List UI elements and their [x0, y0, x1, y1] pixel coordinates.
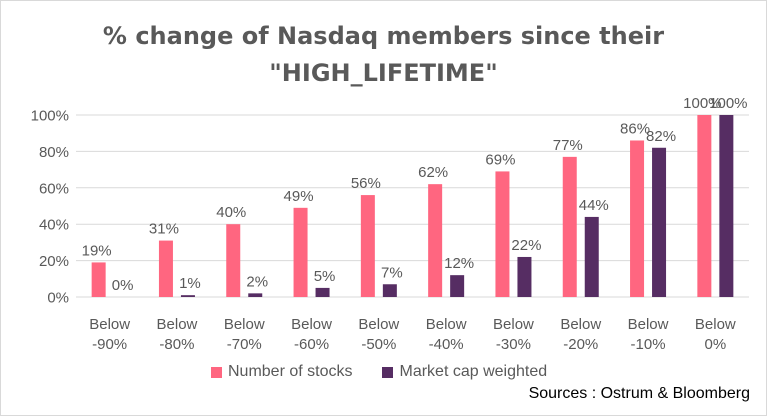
data-label: 31%: [149, 221, 179, 238]
x-tick-label: Below: [560, 316, 601, 333]
x-tick-label: -40%: [429, 336, 464, 353]
chart-subtitle: "HIGH_LIFETIME": [269, 59, 498, 87]
bar-number-of-stocks: [562, 156, 577, 297]
data-label: 82%: [646, 128, 676, 145]
x-tick-label: Below: [89, 316, 130, 333]
data-label: 1%: [179, 275, 201, 292]
data-label: 5%: [314, 268, 336, 285]
legend-label-market-cap-weighted: Market cap weighted: [399, 363, 548, 380]
x-tick-label: Below: [358, 316, 399, 333]
x-tick-label: Below: [426, 316, 467, 333]
bar-market-cap-weighted: [248, 293, 263, 297]
data-label: 22%: [511, 237, 541, 254]
bar-market-cap-weighted: [584, 216, 599, 297]
x-tick-label: Below: [224, 316, 265, 333]
data-label: 62%: [418, 164, 448, 181]
data-label: 0%: [112, 277, 134, 294]
x-tick-label: -50%: [361, 336, 396, 353]
bar-market-cap-weighted: [382, 284, 397, 297]
x-tick-label: -80%: [159, 336, 194, 353]
legend-item-market-cap-weighted: Market cap weighted: [382, 363, 547, 381]
data-label: 44%: [579, 197, 609, 214]
x-tick-label: -70%: [227, 336, 262, 353]
bar-number-of-stocks: [91, 262, 106, 297]
bar-number-of-stocks: [428, 184, 443, 297]
data-label: 77%: [553, 137, 583, 154]
data-label: 19%: [82, 242, 112, 259]
data-label: 2%: [246, 273, 268, 290]
data-label: 7%: [381, 264, 403, 281]
x-tick-label: Below: [695, 316, 736, 333]
x-tick-label: -10%: [631, 336, 666, 353]
y-tick-label: 60%: [39, 180, 69, 197]
x-tick-label: -60%: [294, 336, 329, 353]
bar-number-of-stocks: [293, 207, 308, 297]
chart-legend: Number of stocks Market cap weighted: [211, 363, 577, 381]
bar-number-of-stocks: [697, 115, 712, 297]
bar-market-cap-weighted: [652, 147, 667, 297]
chart-title: % change of Nasdaq members since their: [102, 22, 665, 50]
bar-number-of-stocks: [158, 240, 173, 297]
data-label: 12%: [444, 255, 474, 272]
x-tick-label: Below: [628, 316, 669, 333]
legend-swatch-market-cap-weighted: [382, 366, 394, 378]
data-label: 100%: [683, 95, 721, 112]
y-tick-label: 100%: [31, 108, 69, 125]
x-tick-label: -20%: [563, 336, 598, 353]
y-tick-label: 40%: [39, 217, 69, 234]
bar-number-of-stocks: [495, 171, 510, 297]
x-tick-label: -30%: [496, 336, 531, 353]
legend-swatch-number-of-stocks: [211, 366, 222, 378]
y-tick-label: 80%: [39, 144, 69, 161]
x-tick-label: Below: [157, 316, 198, 333]
bar-market-cap-weighted: [450, 275, 465, 297]
bar-market-cap-weighted: [180, 295, 195, 297]
data-label: 49%: [284, 188, 314, 205]
data-label: 69%: [485, 151, 515, 168]
y-tick-label: 20%: [39, 253, 69, 270]
legend-label-number-of-stocks: Number of stocks: [228, 363, 353, 380]
x-tick-label: -90%: [92, 336, 127, 353]
x-tick-label: 0%: [705, 336, 727, 353]
data-label: 40%: [216, 204, 246, 221]
x-tick-label: Below: [291, 316, 332, 333]
bar-number-of-stocks: [630, 140, 645, 297]
source-note: Sources : Ostrum & Bloomberg: [528, 385, 750, 402]
data-label: 56%: [351, 175, 381, 192]
data-label: 100%: [709, 95, 747, 112]
bar-market-cap-weighted: [517, 256, 532, 297]
x-tick-label: Below: [493, 316, 534, 333]
data-label: 86%: [620, 120, 650, 137]
bar-number-of-stocks: [226, 224, 241, 297]
bar-market-cap-weighted: [719, 115, 734, 297]
bar-number-of-stocks: [360, 195, 375, 297]
legend-item-number-of-stocks: Number of stocks: [211, 363, 352, 381]
y-tick-label: 0%: [47, 290, 69, 307]
bar-market-cap-weighted: [315, 287, 330, 297]
